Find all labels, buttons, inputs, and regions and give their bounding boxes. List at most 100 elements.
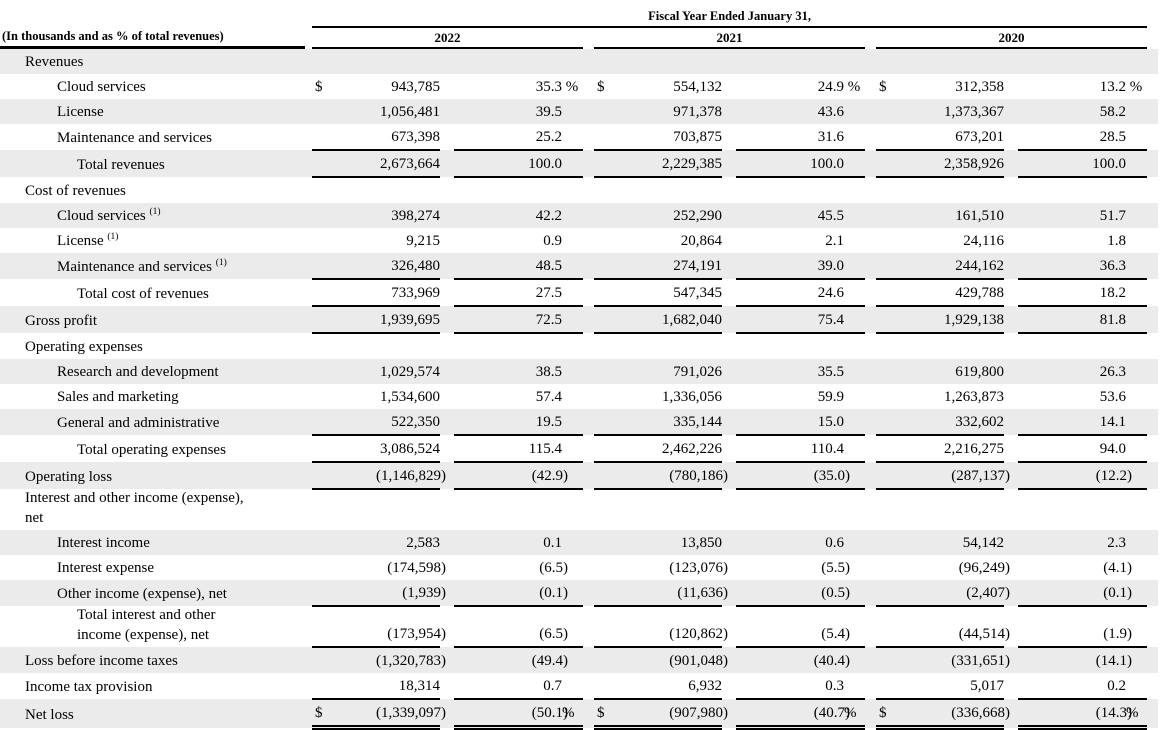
percent-symbol-cell — [1126, 279, 1147, 307]
percent-symbol-cell — [844, 647, 865, 673]
column-gap — [1004, 306, 1018, 333]
group-gap — [1147, 530, 1159, 555]
currency-symbol-cell — [594, 124, 618, 151]
column-gap — [722, 279, 736, 306]
percent-symbol-cell — [844, 279, 865, 307]
column-gap — [440, 530, 454, 555]
percent-symbol-cell — [844, 306, 865, 334]
percent-symbol-cell — [1126, 606, 1147, 648]
percent-cell: 39.5 — [454, 99, 562, 124]
currency-symbol-cell — [312, 253, 336, 280]
amount-cell: 1,939,695 — [336, 306, 440, 334]
percent-symbol-cell — [844, 99, 865, 124]
group-gap — [865, 99, 876, 124]
percent-symbol-cell — [562, 580, 583, 607]
group-gap — [583, 530, 594, 555]
percent-cell — [1018, 49, 1126, 74]
row-label: General and administrative — [0, 409, 312, 435]
amount-cell: 244,162 — [900, 253, 1004, 280]
amount-cell: 1,929,138 — [900, 306, 1004, 334]
currency-symbol-cell — [312, 555, 336, 580]
amount-cell — [618, 489, 722, 530]
amount-cell: 2,229,385 — [618, 150, 722, 178]
percent-cell: 2.3 — [1018, 530, 1126, 555]
year-header-2021: 2021 — [594, 28, 865, 49]
column-gap — [440, 359, 454, 384]
amount-cell: 326,480 — [336, 253, 440, 280]
group-gap — [583, 333, 594, 359]
currency-symbol-cell — [594, 228, 618, 253]
amount-cell: (120,862) — [618, 606, 728, 648]
percent-symbol-cell — [844, 530, 865, 555]
amount-cell: (44,514) — [900, 606, 1010, 648]
units-note-header: (In thousands and as % of total revenues… — [0, 28, 312, 49]
column-gap — [1004, 203, 1018, 228]
amount-cell: 943,785 — [391, 79, 440, 95]
percent-cell: (49.4) — [454, 647, 568, 673]
year-header-2020: 2020 — [876, 28, 1147, 49]
table-row: Net loss $ (1,339,097) (50.1)% $ (907,980) (40… — [0, 699, 1159, 730]
amount-cell — [900, 333, 1004, 359]
table-header: Fiscal Year Ended January 31, (In thousa… — [0, 4, 1158, 49]
amount-cell — [336, 49, 440, 74]
currency-symbol-cell — [312, 150, 336, 178]
percent-cell: 59.9 — [817, 389, 844, 405]
percent-symbol-cell — [1126, 150, 1147, 178]
percent-cell — [736, 49, 844, 74]
group-gap — [865, 359, 876, 384]
row-label: Total revenues — [0, 150, 312, 177]
group-gap — [583, 462, 594, 489]
currency-symbol-cell — [312, 530, 336, 555]
percent-symbol-cell — [562, 49, 583, 74]
percent-cell: 25.2 — [454, 124, 562, 151]
currency-symbol-cell — [312, 177, 336, 203]
currency-symbol-cell — [312, 580, 336, 607]
percent-cell: 2.1 — [825, 233, 844, 249]
year-label: 2022 — [312, 30, 583, 49]
amount-cell: 2,358,926 — [900, 150, 1004, 178]
column-gap — [440, 462, 454, 489]
table-body: Revenues Cloud services $943,785 35.3 % $554… — [0, 49, 1159, 730]
currency-symbol-cell — [312, 359, 336, 384]
currency-symbol-cell — [312, 203, 336, 228]
column-gap — [722, 49, 736, 74]
amount-cell: 252,290 — [618, 203, 722, 228]
currency-symbol-cell — [312, 409, 336, 436]
amount-cell: (287,137) — [900, 462, 1010, 490]
currency-symbol-cell — [876, 435, 900, 463]
percent-cell: 115.4 — [454, 435, 562, 463]
percent-symbol-cell — [1126, 673, 1147, 700]
percent-cell: 75.4 — [736, 306, 844, 334]
currency-symbol-cell — [594, 435, 618, 463]
percent-cell: (4.1) — [1103, 560, 1132, 576]
amount-cell: (1,320,783) — [336, 647, 446, 673]
percent-symbol-cell — [844, 253, 865, 280]
percent-cell — [736, 333, 844, 359]
percent-cell: (42.9) — [454, 462, 568, 490]
percent-cell: 0.7 — [454, 673, 562, 700]
column-gap — [722, 359, 736, 384]
table-row: General and administrative 522,350 19.5 335… — [0, 409, 1159, 436]
group-gap — [1147, 489, 1158, 530]
group-gap — [583, 409, 594, 435]
percent-symbol-cell — [1126, 253, 1147, 280]
currency-symbol-cell — [876, 253, 900, 280]
row-label: Income tax provision — [25, 678, 153, 695]
group-gap — [583, 228, 594, 253]
column-gap — [440, 49, 454, 74]
currency-symbol-cell — [594, 333, 618, 359]
group-gap — [583, 606, 594, 647]
column-gap — [1004, 99, 1018, 124]
percent-cell: 0.2 — [1018, 673, 1126, 700]
currency-symbol-cell — [312, 124, 336, 151]
amount-cell: 971,378 — [618, 99, 722, 124]
column-gap — [1004, 177, 1018, 203]
amount-cell: 1,373,367 — [900, 99, 1004, 124]
column-gap — [722, 306, 736, 333]
column-gap — [1004, 279, 1018, 306]
group-gap — [1147, 606, 1158, 647]
percent-cell — [736, 177, 844, 203]
table-row: Total interest and other income (expense)… — [0, 606, 1158, 648]
table-row: Interest income 2,583 0.1 13,850 0.6 54,142 2.… — [0, 530, 1159, 555]
amount-cell: (11,636) — [618, 580, 728, 607]
